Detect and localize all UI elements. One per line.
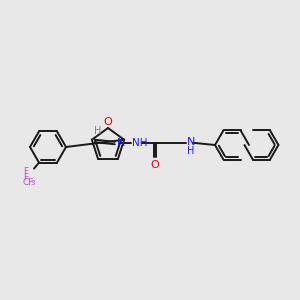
- Text: N: N: [117, 138, 125, 148]
- Text: CF: CF: [22, 178, 34, 187]
- Text: 3: 3: [31, 180, 35, 186]
- Text: N: N: [187, 137, 195, 147]
- Text: O: O: [151, 160, 159, 170]
- Text: F: F: [23, 167, 28, 176]
- Text: H: H: [94, 126, 101, 136]
- Text: F: F: [23, 172, 28, 182]
- Text: NH: NH: [132, 138, 147, 148]
- Text: H: H: [187, 146, 194, 156]
- Text: O: O: [103, 117, 112, 127]
